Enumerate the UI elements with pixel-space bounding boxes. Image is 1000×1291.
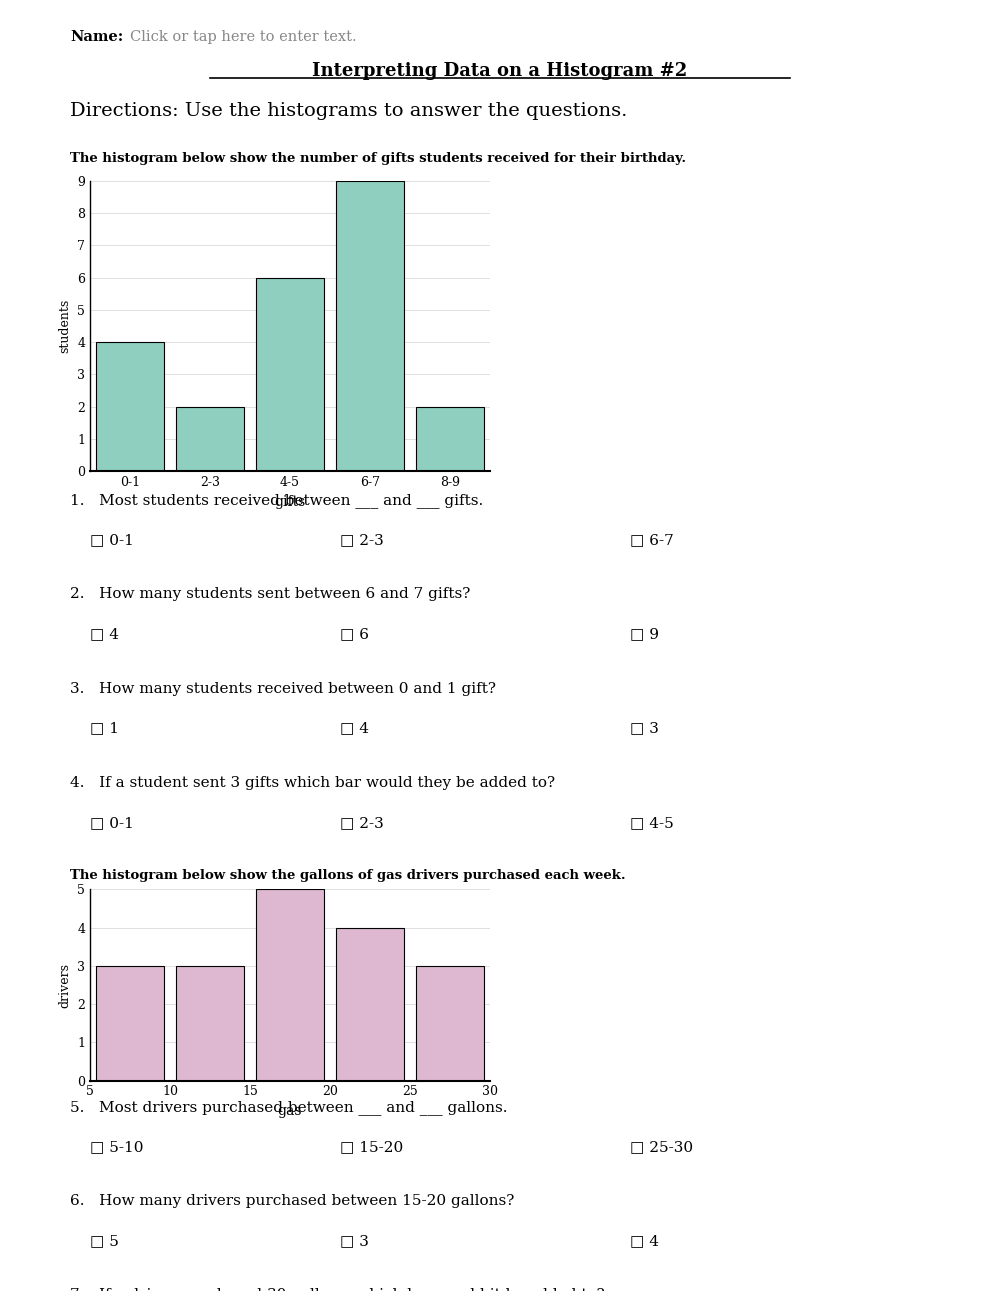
Bar xyxy=(256,889,324,1081)
X-axis label: gas: gas xyxy=(278,1104,302,1118)
Bar xyxy=(96,342,164,471)
Bar xyxy=(416,407,484,471)
X-axis label: gifts: gifts xyxy=(274,494,306,509)
Bar xyxy=(336,181,404,471)
Text: □ 25-30: □ 25-30 xyxy=(630,1140,693,1154)
Text: □ 5: □ 5 xyxy=(90,1234,119,1248)
Text: The histogram below show the number of gifts students received for their birthda: The histogram below show the number of g… xyxy=(70,152,686,165)
Text: 3.   How many students received between 0 and 1 gift?: 3. How many students received between 0 … xyxy=(70,682,496,696)
Text: The histogram below show the gallons of gas drivers purchased each week.: The histogram below show the gallons of … xyxy=(70,869,626,882)
Y-axis label: students: students xyxy=(59,298,72,354)
Text: 4.   If a student sent 3 gifts which bar would they be added to?: 4. If a student sent 3 gifts which bar w… xyxy=(70,776,555,790)
Bar xyxy=(96,966,164,1081)
Text: □ 0-1: □ 0-1 xyxy=(90,816,134,830)
Text: □ 2-3: □ 2-3 xyxy=(340,816,384,830)
Text: □ 4: □ 4 xyxy=(90,627,119,642)
Y-axis label: drivers: drivers xyxy=(59,963,72,1007)
Text: □ 0-1: □ 0-1 xyxy=(90,533,134,547)
Bar xyxy=(176,407,244,471)
Text: Directions: Use the histograms to answer the questions.: Directions: Use the histograms to answer… xyxy=(70,102,627,120)
Text: □ 4: □ 4 xyxy=(630,1234,659,1248)
Text: Name:: Name: xyxy=(70,30,123,44)
Text: □ 9: □ 9 xyxy=(630,627,659,642)
Text: □ 3: □ 3 xyxy=(340,1234,369,1248)
Text: 1.   Most students received between ___ and ___ gifts.: 1. Most students received between ___ an… xyxy=(70,493,483,509)
Text: Click or tap here to enter text.: Click or tap here to enter text. xyxy=(130,30,357,44)
Text: □ 15-20: □ 15-20 xyxy=(340,1140,403,1154)
Text: □ 1: □ 1 xyxy=(90,722,119,736)
Text: 7.   If a driver purchased 30 gallons, which bar would it be added to?: 7. If a driver purchased 30 gallons, whi… xyxy=(70,1288,605,1291)
Text: □ 5-10: □ 5-10 xyxy=(90,1140,144,1154)
Bar xyxy=(176,966,244,1081)
Bar xyxy=(416,966,484,1081)
Text: □ 4: □ 4 xyxy=(340,722,369,736)
Text: Interpreting Data on a Histogram #2: Interpreting Data on a Histogram #2 xyxy=(312,62,688,80)
Text: □ 3: □ 3 xyxy=(630,722,659,736)
Text: 6.   How many drivers purchased between 15-20 gallons?: 6. How many drivers purchased between 15… xyxy=(70,1194,514,1208)
Text: □ 2-3: □ 2-3 xyxy=(340,533,384,547)
Bar xyxy=(336,928,404,1081)
Text: 2.   How many students sent between 6 and 7 gifts?: 2. How many students sent between 6 and … xyxy=(70,587,470,602)
Text: □ 6: □ 6 xyxy=(340,627,369,642)
Text: □ 4-5: □ 4-5 xyxy=(630,816,674,830)
Bar xyxy=(256,278,324,471)
Text: 5.   Most drivers purchased between ___ and ___ gallons.: 5. Most drivers purchased between ___ an… xyxy=(70,1100,508,1115)
Text: □ 6-7: □ 6-7 xyxy=(630,533,674,547)
